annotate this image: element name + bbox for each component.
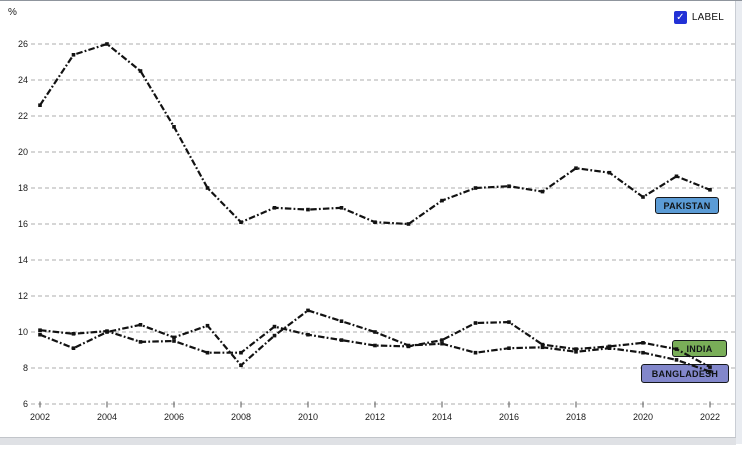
horizontal-scrollbar[interactable] [0,437,736,445]
y-axis-unit-label: % [8,7,17,18]
x-tick-label: 2022 [700,412,720,422]
y-tick-label: 10 [18,327,28,337]
series-label-pakistan[interactable]: PAKISTAN [655,197,719,214]
y-tick-label: 18 [18,183,28,193]
y-tick-label: 22 [18,111,28,121]
series-label-india[interactable]: INDIA [672,340,727,357]
y-tick-label: 12 [18,291,28,301]
checkmark-icon: ✓ [676,11,685,23]
x-tick-label: 2016 [499,412,519,422]
x-tick-label: 2002 [30,412,50,422]
x-tick-label: 2018 [566,412,586,422]
vertical-scrollbar[interactable] [735,1,742,444]
y-tick-label: 16 [18,219,28,229]
x-tick-label: 2008 [231,412,251,422]
y-tick-label: 26 [18,39,28,49]
y-tick-label: 24 [18,75,28,85]
series-label-bangladesh[interactable]: BANGLADESH [641,364,729,383]
x-tick-label: 2012 [365,412,385,422]
x-tick-label: 2004 [97,412,117,422]
x-tick-label: 2020 [633,412,653,422]
label-toggle[interactable]: ✓ LABEL [673,11,724,24]
y-tick-label: 8 [23,363,28,373]
x-tick-label: 2010 [298,412,318,422]
x-tick-label: 2014 [432,412,452,422]
y-tick-label: 6 [23,399,28,409]
label-checkbox[interactable]: ✓ [673,11,687,24]
x-tick-label: 2006 [164,412,184,422]
label-checkbox-text: LABEL [691,12,724,23]
y-tick-label: 20 [18,147,28,157]
y-tick-label: 14 [18,255,28,265]
